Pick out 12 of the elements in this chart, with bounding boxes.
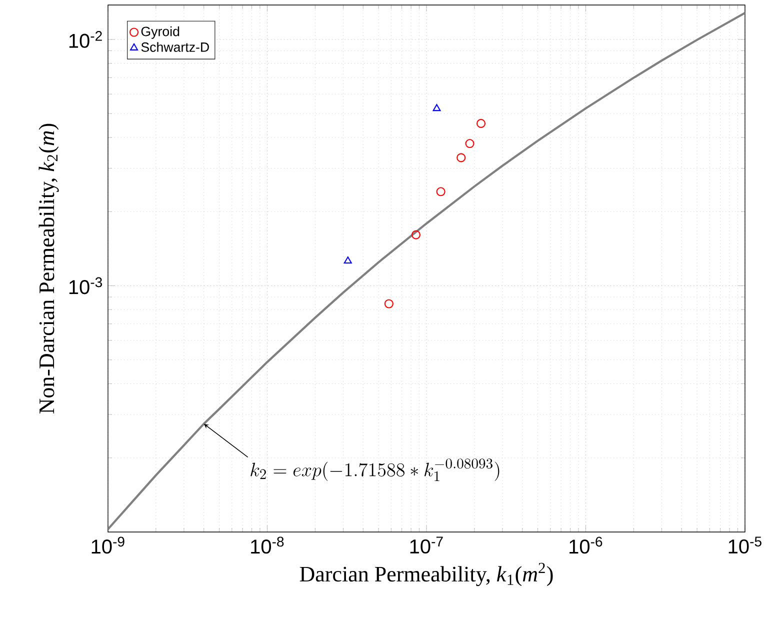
x-tick-label: 10$^{-5}$ — [728, 536, 762, 554]
y-tick-label: 10$^{-2}$ — [69, 31, 102, 48]
x-tick-label: 10$^{-7}$ — [410, 536, 443, 554]
legend-label: Gyroid — [141, 26, 180, 39]
x-axis-title: Darcian Permeability, k$_{1}$(m$^{2}$) — [300, 562, 553, 586]
x-tick-label: 10$^{-6}$ — [570, 536, 602, 554]
y-axis-title: Non-Darcian Permeability, k$_{2}$(m) — [38, 124, 59, 414]
y-tick-label: 10$^{-3}$ — [69, 277, 102, 294]
x-tick-label: 10$^{-9}$ — [92, 536, 124, 554]
x-tick-label: 10$^{-8}$ — [251, 536, 284, 554]
annotation: $k_2 = exp(-1.71588 * k_1^{-0.08093})$ — [250, 458, 500, 482]
legend-label: Schwartz-D — [141, 42, 209, 52]
